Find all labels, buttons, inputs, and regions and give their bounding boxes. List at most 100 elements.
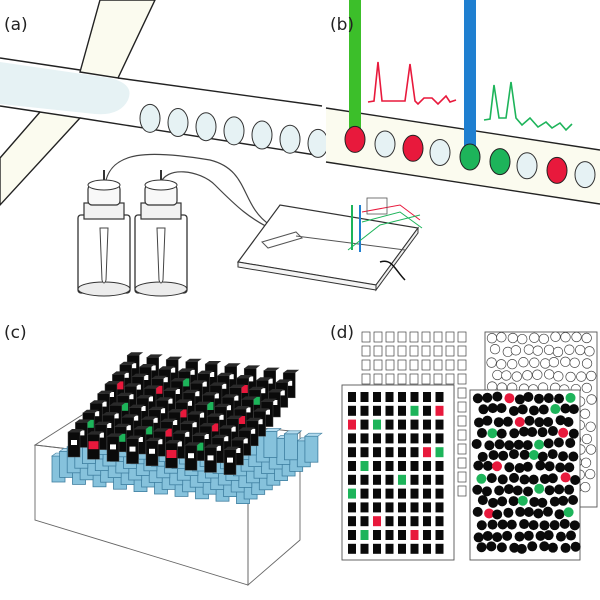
- outline-well: [385, 331, 395, 343]
- droplet-filled: [509, 472, 520, 483]
- well-filled: [423, 502, 431, 513]
- droplet-filled: [497, 474, 508, 485]
- block-top: [244, 365, 261, 369]
- droplet-filled: [544, 485, 555, 496]
- droplet-filled: [514, 531, 525, 542]
- droplet-filled: [537, 497, 548, 508]
- well-filled: [435, 461, 444, 471]
- outline-droplet: [585, 421, 596, 432]
- droplet-filled: [473, 532, 484, 543]
- droplet-filled: [544, 461, 555, 472]
- block-window: [266, 378, 273, 384]
- well-filled: [373, 392, 381, 402]
- droplet-filled: [476, 520, 487, 531]
- droplet-filled: [564, 462, 575, 473]
- well-green: [373, 419, 381, 430]
- outline-well: [421, 331, 431, 343]
- block-top: [185, 358, 202, 362]
- droplet-red: [514, 417, 525, 428]
- outline-droplet: [574, 344, 586, 356]
- well-filled: [398, 530, 406, 540]
- droplet-filled: [555, 531, 566, 542]
- well-green: [348, 488, 356, 499]
- well-filled: [373, 447, 381, 458]
- block-window: [134, 384, 141, 390]
- outline-well: [397, 373, 407, 385]
- well-filled: [348, 502, 356, 513]
- panel-c: [33, 352, 323, 586]
- block-top: [241, 396, 258, 400]
- droplet: [139, 103, 161, 133]
- droplet: [279, 124, 301, 154]
- block-window: [229, 426, 236, 432]
- droplet-filled: [514, 463, 525, 474]
- droplet-filled: [533, 508, 544, 519]
- droplet-filled: [547, 473, 558, 484]
- droplet-filled: [543, 530, 554, 541]
- droplet-filled: [527, 427, 538, 438]
- block-green: [203, 402, 214, 410]
- block-green: [83, 419, 94, 428]
- block-top: [256, 377, 273, 381]
- block-top: [268, 389, 285, 392]
- block-window: [256, 419, 263, 425]
- block-top: [236, 375, 253, 378]
- block-top: [197, 370, 214, 374]
- block-window: [214, 445, 221, 451]
- block-top: [248, 386, 265, 390]
- outline-well: [421, 359, 431, 371]
- well-filled: [423, 419, 431, 430]
- block-red: [208, 423, 219, 432]
- droplet-green: [528, 449, 539, 460]
- outline-droplet: [543, 344, 555, 355]
- droplet-filled: [492, 509, 503, 520]
- droplet-filled: [568, 428, 579, 439]
- outline-well: [409, 345, 419, 357]
- block-top: [117, 392, 134, 396]
- block-window: [151, 417, 158, 423]
- outline-droplet: [581, 382, 592, 394]
- droplet-red: [504, 393, 515, 404]
- well-filled: [373, 543, 381, 554]
- droplet-filled: [492, 391, 503, 402]
- droplet-filled: [535, 530, 546, 541]
- block-top: [126, 435, 143, 439]
- outline-well: [445, 373, 455, 385]
- outline-well: [457, 387, 467, 399]
- droplet-filled: [502, 416, 513, 427]
- outline-well: [421, 373, 431, 385]
- outline-well: [445, 359, 455, 371]
- block-red: [235, 416, 246, 424]
- block-top: [121, 414, 138, 418]
- block-top: [166, 356, 183, 360]
- outline-droplet: [507, 332, 518, 344]
- block-window: [112, 413, 119, 419]
- block-top: [283, 369, 300, 373]
- droplet-filled: [535, 460, 546, 471]
- block-top: [185, 442, 201, 446]
- well-filled: [348, 530, 356, 540]
- outline-well: [361, 331, 371, 343]
- block-window: [244, 407, 251, 413]
- outline-well: [445, 331, 455, 343]
- outline-well: [457, 429, 467, 441]
- well-filled: [398, 461, 406, 471]
- droplet-filled: [482, 415, 493, 426]
- well-filled: [373, 530, 381, 540]
- block-window: [142, 375, 149, 380]
- block-green: [118, 402, 129, 411]
- well-filled: [385, 530, 394, 540]
- block-top: [68, 429, 84, 432]
- droplet: [195, 112, 217, 142]
- outline-well: [457, 345, 467, 357]
- block-window: [234, 448, 241, 453]
- droplet-green: [489, 148, 511, 176]
- outline-droplet: [579, 408, 591, 419]
- block-window: [247, 376, 254, 382]
- well-filled: [423, 474, 431, 485]
- outline-droplet: [553, 371, 564, 382]
- droplet-filled: [519, 519, 530, 530]
- block-top: [224, 446, 240, 450]
- red-fluorescence-trace: [367, 61, 457, 106]
- block-top: [153, 428, 170, 432]
